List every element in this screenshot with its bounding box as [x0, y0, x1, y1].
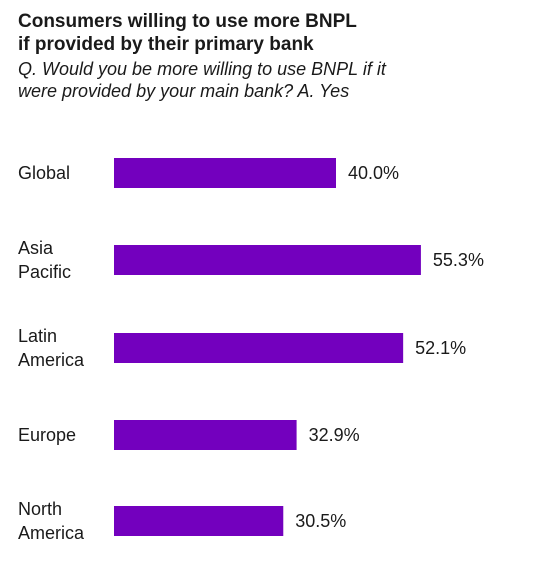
category-label-line: Pacific	[18, 262, 71, 282]
chart-subtitle: Q. Would you be more willing to use BNPL…	[18, 58, 538, 102]
category-label-line: America	[18, 350, 85, 370]
bar	[114, 245, 421, 275]
chart-title: Consumers willing to use more BNPL if pr…	[18, 10, 538, 56]
bar	[114, 420, 297, 450]
chart-subtitle-line-2: were provided by your main bank? A. Yes	[18, 81, 350, 101]
chart-subtitle-line-1: Q. Would you be more willing to use BNPL…	[18, 59, 386, 79]
value-label: 30.5%	[295, 511, 346, 531]
bar	[114, 333, 404, 363]
bar	[114, 506, 284, 536]
chart-title-line-1: Consumers willing to use more BNPL	[18, 11, 357, 32]
category-label-line: North	[18, 499, 62, 519]
category-label: North America	[18, 499, 85, 543]
value-label: 32.9%	[309, 425, 360, 445]
category-label: Asia Pacific	[18, 238, 71, 282]
chart-title-line-2: if provided by their primary bank	[18, 34, 314, 55]
category-label-line: Global	[18, 163, 70, 183]
category-label: Latin America	[18, 326, 85, 370]
category-label: Global	[18, 163, 70, 183]
category-label-line: Latin	[18, 326, 57, 346]
category-label-line: Asia	[18, 238, 54, 258]
category-label-line: Europe	[18, 425, 76, 445]
bar	[114, 158, 336, 188]
value-label: 52.1%	[415, 338, 466, 358]
category-label: Europe	[18, 425, 76, 445]
value-label: 55.3%	[433, 250, 484, 270]
category-label-line: America	[18, 523, 85, 543]
value-label: 40.0%	[348, 163, 399, 183]
